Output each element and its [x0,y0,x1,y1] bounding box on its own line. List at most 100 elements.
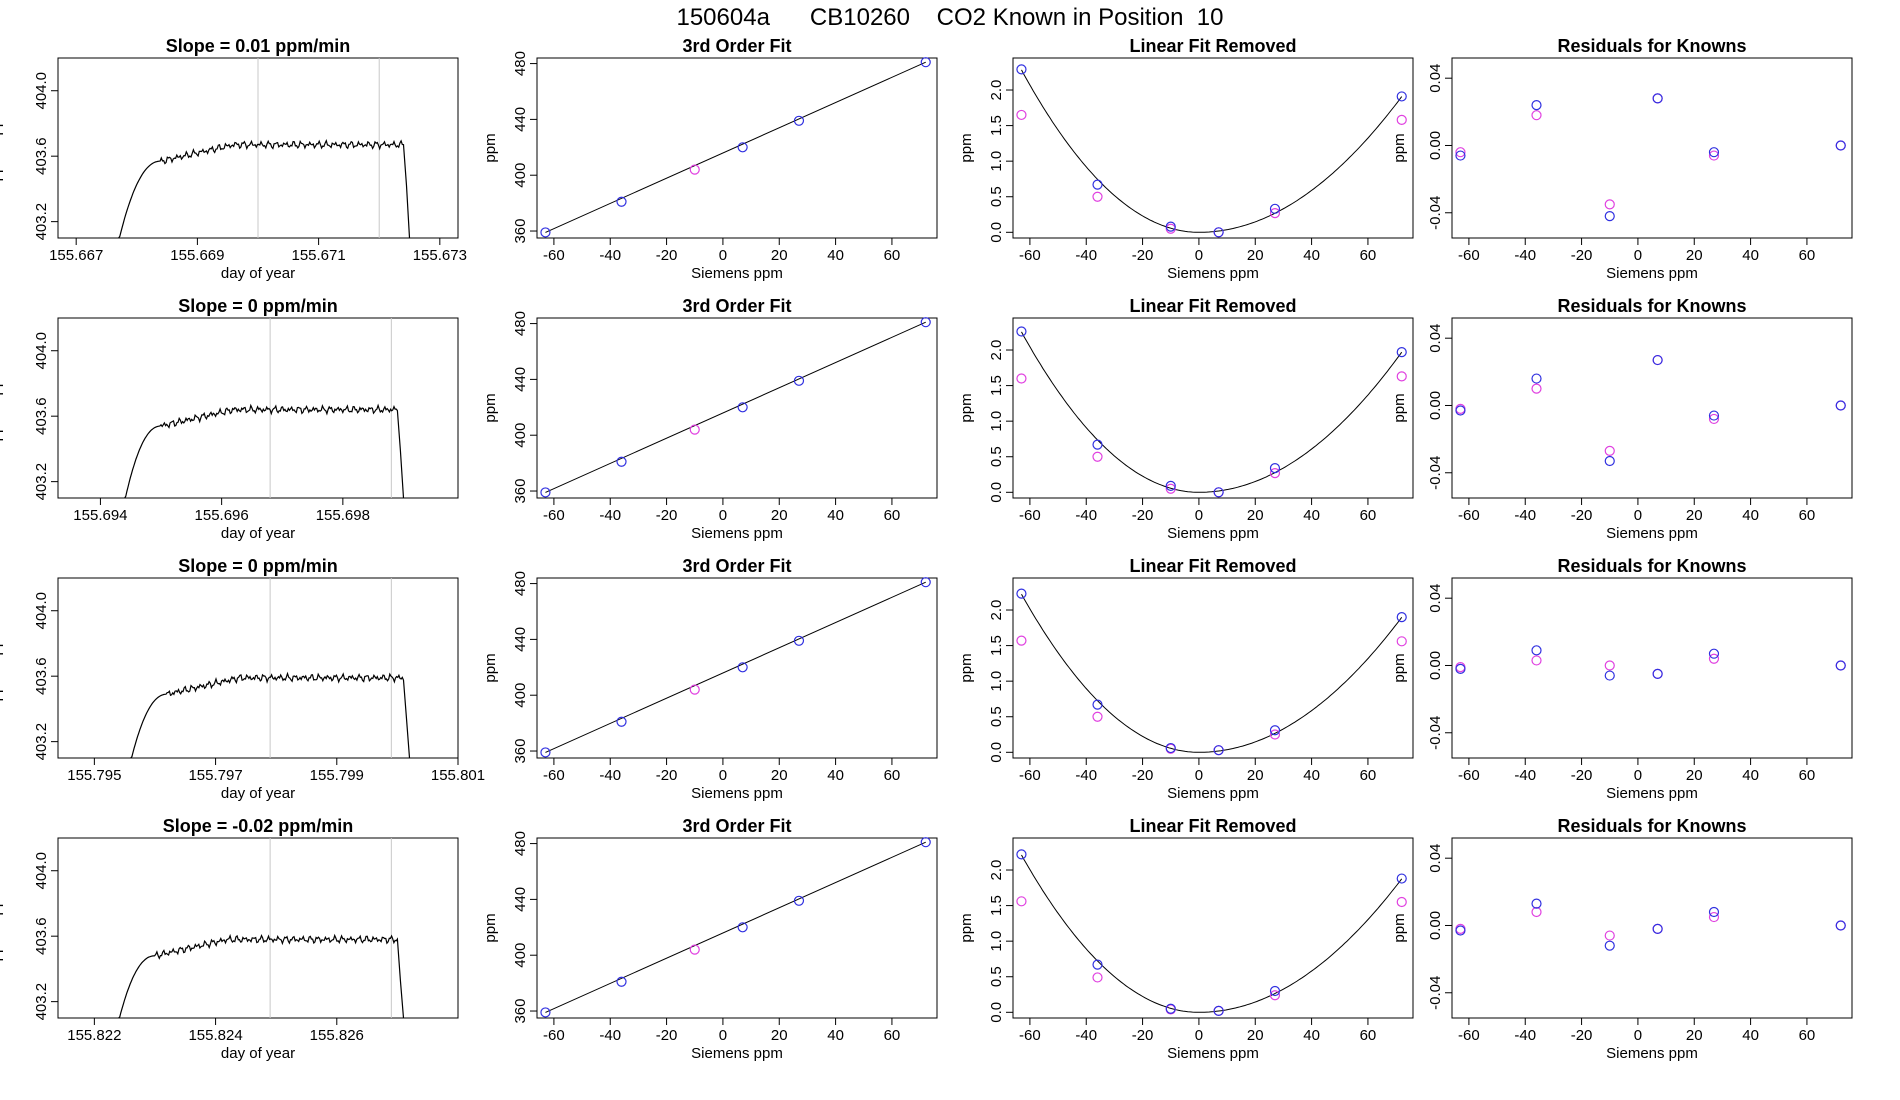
fit-point-blue [737,142,748,153]
fit-panel: 3rd Order Fit -60 -40 -20 0 20 40 60 Siemens ppm… [482,36,938,282]
y-tick-label: 403.2 [33,983,50,1021]
fit-point-blue [793,115,805,126]
y-tick-label: 1.0 [988,931,1005,952]
fit-point-blue [920,317,931,328]
x-axis-label: Siemens ppm [1167,1045,1259,1062]
panel-title: 3rd Order Fit [682,816,791,836]
y-tick-label: 2.0 [988,340,1005,361]
time-series-trace [118,933,405,1019]
residual-point-magenta [1455,147,1466,158]
lin-point-blue [1213,745,1224,756]
lin-point-blue [1016,326,1027,337]
x-axis-label: Siemens ppm [1606,525,1698,542]
time-series-panel: Slope = -0.02 ppm/min 155.822 155.824 155.8… [0,816,459,1062]
x-tick-label: 60 [884,767,901,784]
y-tick-label: 0.00 [1427,391,1444,420]
lin-point-blue [1396,91,1407,102]
residual-point-blue [1835,920,1846,931]
y-axis-label: ppm [482,393,499,422]
y-tick-label: 0.0 [988,742,1005,763]
lin-point-magenta [1269,729,1281,740]
x-tick-label: 155.822 [67,1027,121,1044]
y-tick-label: 360 [512,479,529,504]
x-tick-label: 155.669 [170,247,224,264]
plot-frame [536,837,938,1019]
panel-title: Slope = 0 ppm/min [178,556,338,576]
residual-point-blue [1708,648,1720,659]
x-tick-label: -40 [1514,767,1536,784]
y-tick-label: 440 [512,107,529,132]
y-axis-label: ppm [958,653,975,682]
residual-point-blue [1708,147,1720,158]
fit-point-blue [616,976,627,987]
lin-point-blue [1396,873,1407,884]
x-tick-label: 40 [1303,247,1320,264]
panel-title: 3rd Order Fit [682,36,791,56]
residual-point-blue [1531,373,1542,384]
x-tick-label: -40 [1514,507,1536,524]
x-axis-label: day of year [221,265,295,282]
y-tick-label: 0.0 [988,222,1005,243]
x-tick-label: -40 [1075,507,1097,524]
y-tick-label: 404.0 [33,852,50,890]
residual-point-magenta [1604,445,1615,456]
fit-point-blue [737,402,748,413]
x-tick-label: -40 [599,1027,621,1044]
residual-point-blue [1652,923,1663,934]
y-axis-label: ppm [1391,133,1408,162]
y-tick-label: 0.00 [1427,131,1444,160]
residual-point-blue [1531,898,1542,909]
x-tick-label: -20 [1132,1027,1154,1044]
x-tick-label: 60 [884,507,901,524]
x-tick-label: 60 [1799,507,1816,524]
x-tick-label: -40 [599,507,621,524]
x-axis-label: day of year [221,785,295,802]
x-tick-label: -60 [543,767,565,784]
lin-point-magenta [1269,467,1281,479]
y-tick-label: 0.00 [1427,651,1444,680]
y-tick-label: 480 [512,571,529,596]
time-series-trace [130,671,411,759]
residual-point-blue [1835,140,1846,151]
x-tick-label: 40 [1303,767,1320,784]
panel-title: Linear Fit Removed [1129,816,1296,836]
x-tick-label: -20 [1571,767,1593,784]
time-series-panel: Slope = 0 ppm/min 155.694 155.696 155.698 da… [0,296,459,542]
fit-line [545,841,926,1013]
residual-point-magenta [1604,199,1615,210]
lin-point-magenta [1016,109,1027,121]
x-axis-label: day of year [221,1045,295,1062]
plot-frame [536,317,938,499]
x-tick-label: -20 [1132,507,1154,524]
x-tick-label: 40 [1742,1027,1759,1044]
x-tick-label: 155.696 [195,507,249,524]
x-tick-label: 40 [1303,507,1320,524]
x-axis-label: Siemens ppm [1606,265,1698,282]
y-tick-label: 404.0 [33,332,50,370]
lin-point-magenta [1165,483,1176,494]
x-axis-label: Siemens ppm [691,785,783,802]
x-tick-label: 40 [1303,1027,1320,1044]
x-tick-label: 60 [1799,767,1816,784]
lin-point-magenta [1092,451,1103,462]
residual-point-blue [1604,940,1615,951]
residual-point-blue [1455,663,1466,674]
x-tick-label: -60 [1458,247,1480,264]
x-tick-label: -40 [1514,1027,1536,1044]
x-tick-label: 0 [1634,247,1642,264]
y-tick-label: 403.6 [33,917,50,955]
x-axis-label: Siemens ppm [691,1045,783,1062]
x-tick-label: 155.799 [310,767,364,784]
residual-point-magenta [1531,110,1542,121]
y-axis-label: approx. ppm [0,886,4,969]
x-tick-label: 60 [1360,507,1377,524]
y-axis-label: ppm [1391,913,1408,942]
lin-point-magenta [1092,711,1103,722]
x-tick-label: 40 [1742,767,1759,784]
x-tick-label: 155.694 [73,507,127,524]
fit-point-blue [737,922,748,933]
plot-frame [536,577,938,759]
panel-title: Residuals for Knowns [1557,36,1746,56]
y-tick-label: 2.0 [988,600,1005,621]
